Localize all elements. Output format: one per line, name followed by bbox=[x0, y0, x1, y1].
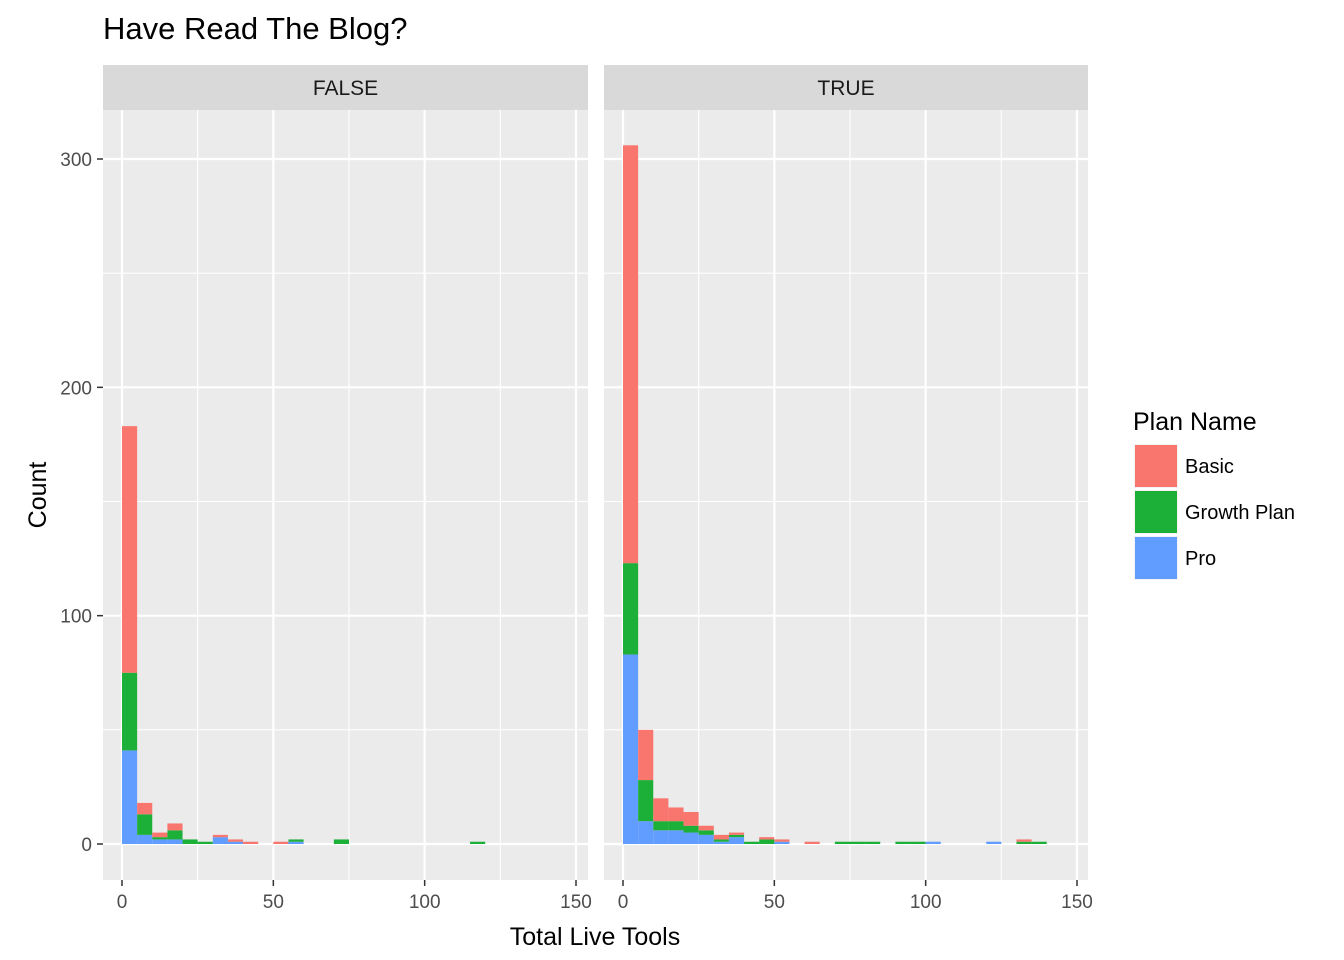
x-tick-label: 0 bbox=[618, 892, 629, 913]
bar-segment-pro bbox=[986, 841, 1002, 844]
bar-segment-basic bbox=[804, 841, 820, 844]
bar-segment-pro bbox=[728, 837, 745, 844]
bar-segment-pro bbox=[698, 834, 714, 844]
x-tick-label: 150 bbox=[560, 892, 592, 913]
bar-segment-growth-plan bbox=[122, 672, 138, 751]
facet-strip bbox=[103, 65, 588, 110]
bar-segment-growth-plan bbox=[182, 839, 198, 844]
bar-segment-basic bbox=[759, 837, 775, 840]
bar-segment-pro bbox=[152, 839, 168, 844]
bar-segment-growth-plan bbox=[653, 821, 669, 831]
legend: Plan Name Basic Growth Plan Pro bbox=[1133, 408, 1295, 580]
bar-segment-growth-plan bbox=[623, 563, 639, 655]
y-tick-label: 300 bbox=[60, 150, 92, 171]
bar-segment-growth-plan bbox=[865, 841, 881, 844]
bar-segment-basic bbox=[623, 145, 639, 564]
facet-panel-true: TRUE 0 50 100 150 bbox=[604, 65, 1093, 913]
bar-segment-pro bbox=[137, 834, 153, 844]
legend-label: Growth Plan bbox=[1185, 502, 1295, 524]
y-tick-label: 0 bbox=[81, 835, 92, 856]
facet-panels: FALSE 0 50 100 150 0 100 200 300 TRUE 0 50 100 150 bbox=[60, 65, 1093, 913]
facet-strip-label: FALSE bbox=[313, 77, 378, 100]
bar-segment-growth-plan bbox=[744, 841, 760, 844]
bar-segment-pro bbox=[212, 837, 228, 844]
bar-segment-basic bbox=[167, 823, 183, 831]
bar-segment-basic bbox=[1016, 839, 1032, 842]
legend-title: Plan Name bbox=[1133, 408, 1257, 436]
bar-segment-basic bbox=[638, 729, 654, 781]
bar-segment-growth-plan bbox=[910, 841, 926, 844]
y-axis-title: Count bbox=[24, 462, 52, 529]
bar-segment-basic bbox=[273, 841, 289, 844]
bar-segment-growth-plan bbox=[759, 839, 775, 844]
bar-segment-pro bbox=[167, 839, 183, 844]
bar-segment-growth-plan bbox=[152, 837, 168, 840]
bar-segment-growth-plan bbox=[470, 841, 486, 844]
bar-segment-basic bbox=[728, 832, 745, 835]
panel-background bbox=[103, 110, 588, 880]
x-tick-label: 50 bbox=[764, 892, 785, 913]
bar-segment-growth-plan bbox=[728, 834, 745, 838]
bar-segment-growth-plan bbox=[834, 841, 850, 844]
bar-segment-pro bbox=[683, 832, 699, 844]
x-tick-label: 150 bbox=[1061, 892, 1093, 913]
facet-panel-false: FALSE 0 50 100 150 0 100 200 300 bbox=[60, 65, 592, 913]
bar-segment-basic bbox=[137, 802, 153, 815]
bar-segment-basic bbox=[243, 841, 259, 844]
y-tick-label: 200 bbox=[60, 378, 92, 399]
bar-segment-growth-plan bbox=[683, 825, 699, 833]
bar-segment-growth-plan bbox=[137, 814, 153, 835]
bar-segment-pro bbox=[288, 841, 304, 844]
bar-segment-growth-plan bbox=[668, 821, 684, 831]
bar-segment-growth-plan bbox=[713, 839, 729, 842]
panel-background bbox=[604, 110, 1088, 880]
bar-segment-pro bbox=[623, 654, 639, 844]
bar-segment-pro bbox=[713, 841, 729, 844]
bar-segment-growth-plan bbox=[850, 841, 866, 844]
bar-segment-pro bbox=[925, 841, 941, 844]
bar-segment-basic bbox=[653, 798, 669, 822]
bar-segment-growth-plan bbox=[197, 841, 213, 844]
x-tick-label: 100 bbox=[409, 892, 441, 913]
bar-segment-basic bbox=[668, 807, 684, 822]
bar-segment-basic bbox=[227, 839, 244, 842]
legend-swatch-basic bbox=[1135, 445, 1177, 487]
bar-segment-growth-plan bbox=[698, 830, 714, 835]
facet-strip-label: TRUE bbox=[817, 77, 874, 100]
bar-segment-basic bbox=[152, 832, 168, 838]
x-tick-label: 0 bbox=[117, 892, 128, 913]
bar-segment-growth-plan bbox=[333, 839, 349, 844]
bar-segment-basic bbox=[698, 825, 714, 831]
bar-segment-growth-plan bbox=[638, 780, 654, 822]
bar-segment-pro bbox=[668, 830, 684, 844]
bar-segment-pro bbox=[774, 841, 790, 844]
legend-label: Basic bbox=[1185, 456, 1234, 478]
bar-segment-basic bbox=[713, 834, 729, 840]
bar-segment-growth-plan bbox=[1016, 841, 1032, 844]
bar-segment-basic bbox=[212, 834, 228, 838]
bar-segment-growth-plan bbox=[288, 839, 304, 842]
bar-segment-pro bbox=[122, 750, 138, 844]
bar-segment-pro bbox=[638, 821, 654, 844]
chart-title: Have Read The Blog? bbox=[103, 11, 407, 46]
bar-segment-basic bbox=[683, 812, 699, 826]
legend-swatch-growth-plan bbox=[1135, 491, 1177, 533]
facet-strip bbox=[604, 65, 1088, 110]
y-tick-label: 100 bbox=[60, 607, 92, 628]
bar-segment-growth-plan bbox=[1031, 841, 1047, 844]
bar-segment-pro bbox=[227, 841, 244, 844]
bar-segment-basic bbox=[122, 426, 138, 673]
bar-segment-growth-plan bbox=[167, 830, 183, 840]
bar-segment-basic bbox=[774, 839, 790, 842]
legend-swatch-pro bbox=[1135, 537, 1177, 579]
legend-label: Pro bbox=[1185, 548, 1216, 570]
x-axis-title: Total Live Tools bbox=[510, 923, 680, 951]
bar-segment-pro bbox=[653, 830, 669, 844]
bar-segment-growth-plan bbox=[895, 841, 911, 844]
x-tick-label: 50 bbox=[263, 892, 284, 913]
x-tick-label: 100 bbox=[910, 892, 942, 913]
